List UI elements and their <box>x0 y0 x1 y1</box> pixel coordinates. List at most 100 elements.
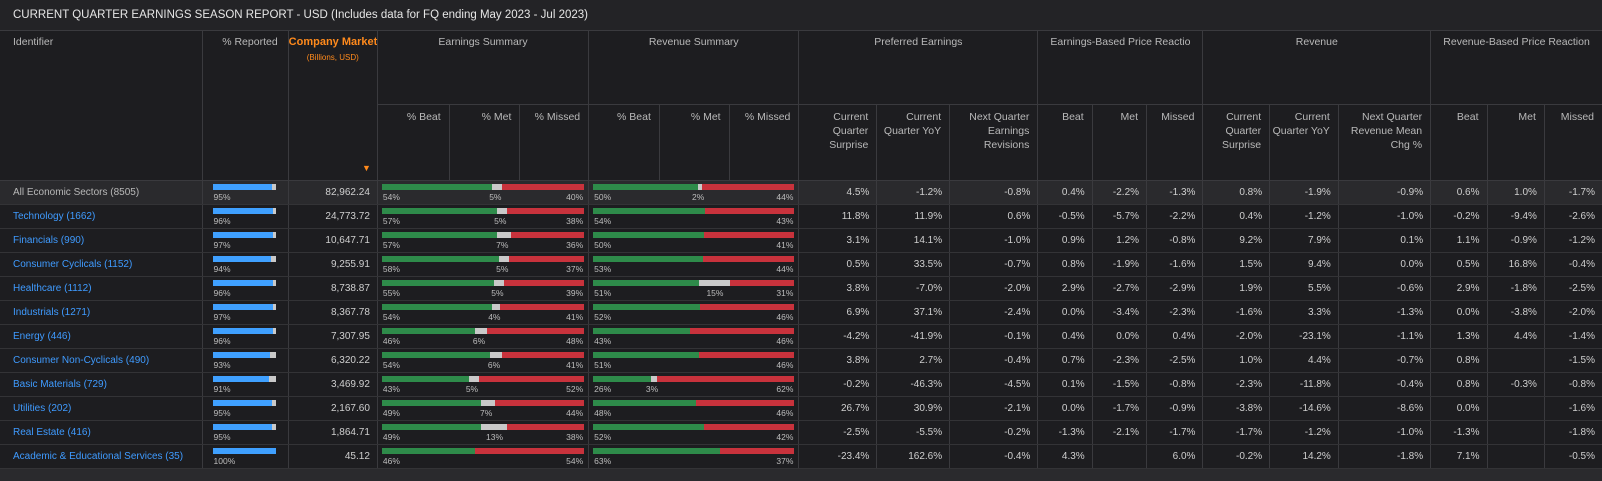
column-header-earnings-pct-beat[interactable]: % Beat <box>376 104 450 181</box>
column-header-rev-cq-surprise[interactable]: Current Quarter Surprise <box>1202 104 1270 181</box>
column-header-market-cap[interactable]: Company Market Cap (Billions, USD) ▼ <box>287 31 378 181</box>
row-identifier-link[interactable]: Academic & Educational Services (35) <box>0 444 203 469</box>
table-row[interactable]: Basic Materials (729) 91% 3,469.92 43% 5% 52%… <box>0 372 1602 397</box>
table-row[interactable]: Healthcare (1112) 96% 8,738.87 55% 5% 39% 51% 1… <box>0 276 1602 301</box>
earnings-summary-bar-cell: 43% 5% 52% <box>376 372 589 397</box>
row-identifier-link[interactable]: Financials (990) <box>0 228 203 253</box>
beat-segment <box>381 304 493 310</box>
pe-nq-revisions-cell: -0.4% <box>949 444 1038 469</box>
reported-bar <box>212 448 276 454</box>
pct-reported-cell: 97% <box>201 228 289 253</box>
reported-bar <box>212 208 276 214</box>
beat-segment <box>593 400 696 406</box>
column-header-identifier[interactable]: Identifier <box>0 31 203 181</box>
missed-label: 38% <box>566 432 584 442</box>
met-segment <box>480 424 508 430</box>
table-row[interactable]: Technology (1662) 96% 24,773.72 57% 5% 38% 54%… <box>0 204 1602 229</box>
beat-met-missed-bar <box>381 184 585 190</box>
met-label: 5% <box>496 264 509 274</box>
row-identifier-link[interactable]: Technology (1662) <box>0 204 203 229</box>
pe-cq-yoy-cell: -1.2% <box>876 180 950 205</box>
rp-met-cell: 16.8% <box>1486 252 1545 277</box>
beat-segment <box>381 448 475 454</box>
column-header-pct-reported[interactable]: % Reported <box>201 31 289 181</box>
earnings-grid: Identifier % Reported Company Market Cap… <box>0 31 1602 469</box>
met-label: 5% <box>494 216 507 226</box>
rp-beat-cell: -1.3% <box>1430 420 1487 445</box>
column-header-pe-cq-yoy[interactable]: Current Quarter YoY <box>876 104 950 181</box>
column-header-revenue-pct-met[interactable]: % Met <box>658 104 730 181</box>
table-row[interactable]: Real Estate (416) 95% 1,864.71 49% 13% 38% 52%… <box>0 420 1602 445</box>
column-header-rp-beat[interactable]: Beat <box>1430 104 1487 181</box>
reported-bar <box>212 256 276 262</box>
column-header-rp-missed[interactable]: Missed <box>1543 104 1602 181</box>
row-identifier-link[interactable]: All Economic Sectors (8505) <box>0 180 203 205</box>
column-header-earnings-pct-met[interactable]: % Met <box>448 104 520 181</box>
met-segment <box>480 400 496 406</box>
column-header-earnings-pct-missed[interactable]: % Missed <box>519 104 589 181</box>
earnings-summary-bar-cell: 46% 54% <box>376 444 589 469</box>
column-header-rev-nq-mean-chg[interactable]: Next Quarter Revenue Mean Chg % <box>1337 104 1431 181</box>
row-identifier-link[interactable]: Healthcare (1112) <box>0 276 203 301</box>
table-row[interactable]: Industrials (1271) 97% 8,367.78 54% 4% 41% 52%… <box>0 300 1602 325</box>
pct-reported-cell: 97% <box>201 300 289 325</box>
beat-segment <box>381 256 500 262</box>
earnings-summary-bar-cell: 46% 6% 48% <box>376 324 589 349</box>
market-cap-cell: 24,773.72 <box>287 204 378 229</box>
column-header-revenue-pct-beat[interactable]: % Beat <box>588 104 660 181</box>
missed-segment <box>704 424 795 430</box>
earnings-summary-bar-cell: 54% 4% 41% <box>376 300 589 325</box>
beat-segment <box>593 184 698 190</box>
beat-label: 57% <box>382 240 400 250</box>
unreported-fill <box>273 304 276 310</box>
missed-label: 36% <box>566 240 584 250</box>
beat-met-missed-bar <box>593 184 795 190</box>
rp-missed-cell: -0.5% <box>1543 444 1602 469</box>
column-header-ep-met[interactable]: Met <box>1091 104 1147 181</box>
row-identifier-link[interactable]: Basic Materials (729) <box>0 372 203 397</box>
column-header-ep-missed[interactable]: Missed <box>1146 104 1203 181</box>
ep-beat-cell: 0.0% <box>1037 300 1093 325</box>
table-row[interactable]: Academic & Educational Services (35) 100%… <box>0 444 1602 469</box>
horizontal-scrollbar[interactable] <box>0 469 1602 481</box>
missed-label: 46% <box>776 336 794 346</box>
met-label: 6% <box>487 360 501 370</box>
table-row[interactable]: Financials (990) 97% 10,647.71 57% 7% 36% 50% 4… <box>0 228 1602 253</box>
table-row[interactable]: Consumer Non-Cyclicals (490) 93% 6,320.22 5… <box>0 348 1602 373</box>
rp-met-cell: -9.4% <box>1486 204 1545 229</box>
rp-missed-cell: -1.6% <box>1543 396 1602 421</box>
missed-segment <box>500 304 585 310</box>
beat-label: 57% <box>382 216 400 226</box>
rev-cq-yoy-cell: 7.9% <box>1269 228 1339 253</box>
column-header-pe-cq-surprise[interactable]: Current Quarter Surprise <box>798 104 877 181</box>
rev-nq-mean-chg-cell: -1.3% <box>1337 300 1431 325</box>
sort-descending-icon[interactable]: ▼ <box>361 163 371 173</box>
row-identifier-link[interactable]: Utilities (202) <box>0 396 203 421</box>
column-header-rp-met[interactable]: Met <box>1486 104 1545 181</box>
met-segment <box>492 184 503 190</box>
reported-bar <box>212 328 276 334</box>
missed-label: 46% <box>776 408 794 418</box>
row-identifier-link[interactable]: Energy (446) <box>0 324 203 349</box>
row-identifier-link[interactable]: Industrials (1271) <box>0 300 203 325</box>
column-header-pe-nq-revisions[interactable]: Next Quarter Earnings Revisions <box>949 104 1038 181</box>
table-row[interactable]: Energy (446) 96% 7,307.95 46% 6% 48% 43% 46% -4.… <box>0 324 1602 349</box>
missed-label: 44% <box>566 408 584 418</box>
table-row[interactable]: Consumer Cyclicals (1152) 94% 9,255.91 58% 5… <box>0 252 1602 277</box>
beat-label: 52% <box>594 312 612 322</box>
column-header-ep-beat[interactable]: Beat <box>1037 104 1093 181</box>
row-identifier-link[interactable]: Consumer Non-Cyclicals (490) <box>0 348 203 373</box>
missed-segment <box>705 208 795 214</box>
met-segment <box>497 208 508 214</box>
met-segment <box>497 232 512 238</box>
table-row[interactable]: Utilities (202) 95% 2,167.60 49% 7% 44% 48% 46%… <box>0 396 1602 421</box>
missed-label: 41% <box>566 312 584 322</box>
table-row[interactable]: All Economic Sectors (8505) 95% 82,962.24 5… <box>0 180 1602 205</box>
column-header-rev-cq-yoy[interactable]: Current Quarter YoY <box>1269 104 1339 181</box>
reported-label: 96% <box>213 288 231 298</box>
ep-missed-cell: -1.7% <box>1146 420 1203 445</box>
column-header-revenue-pct-missed[interactable]: % Missed <box>728 104 799 181</box>
missed-segment <box>478 376 585 382</box>
row-identifier-link[interactable]: Real Estate (416) <box>0 420 203 445</box>
row-identifier-link[interactable]: Consumer Cyclicals (1152) <box>0 252 203 277</box>
